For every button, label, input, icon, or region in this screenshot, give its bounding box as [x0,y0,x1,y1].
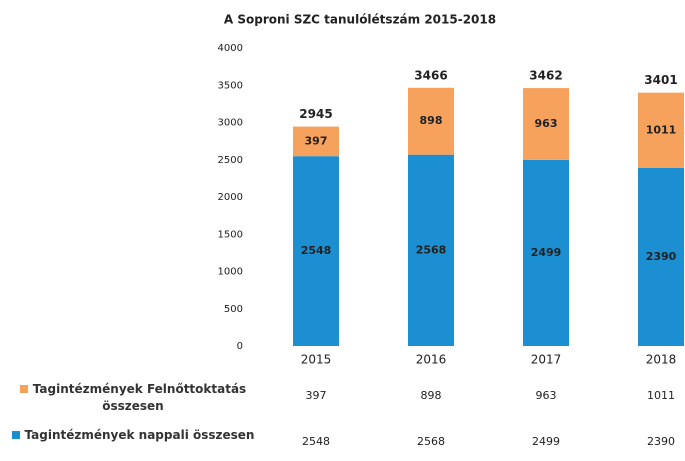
total-label: 3462 [529,69,562,83]
x-tick-label: 2015 [301,353,332,367]
data-label: 2568 [416,243,447,256]
data-label: 1011 [646,123,677,136]
y-tick-label: 0 [237,341,243,352]
table-value: 963 [536,389,557,402]
table-value: 2390 [647,435,675,448]
y-tick-label: 2000 [218,192,243,203]
bar-segment [293,156,339,346]
data-label: 397 [305,134,328,147]
legend-swatch [11,431,20,439]
data-label: 2499 [531,246,562,259]
data-label: 2390 [646,250,677,263]
legend-label: Tagintézmények nappali összesen [24,428,255,442]
bar-segment [638,92,684,168]
x-tick-label: 2018 [646,353,677,367]
y-tick-label: 1000 [218,267,243,278]
table-value: 898 [421,389,442,402]
legend-swatch [19,385,28,393]
bar-segment [408,87,454,155]
table-value: 2568 [417,435,445,448]
table-value: 397 [306,389,327,402]
table-value: 1011 [647,389,675,402]
y-tick-label: 500 [224,304,243,315]
legend-label: Tagintézmények Felnőttoktatás összesen [32,382,247,413]
legend-entry: Tagintézmények nappali összesen [8,427,258,444]
bar-segment [408,154,454,346]
data-label: 898 [420,114,443,127]
y-tick-label: 4000 [218,43,243,54]
total-label: 3466 [414,68,447,82]
bar-segment [638,167,684,346]
bar-segment [523,159,569,346]
bar-segment [293,126,339,157]
y-tick-label: 3500 [218,80,243,91]
y-tick-label: 2500 [218,155,243,166]
data-label: 2548 [301,244,332,257]
table-value: 2548 [302,435,330,448]
y-tick-label: 3000 [218,118,243,129]
table-value: 2499 [532,435,560,448]
y-tick-label: 1500 [218,229,243,240]
data-label: 963 [535,117,558,130]
total-label: 3401 [644,73,677,87]
total-label: 2945 [299,107,332,121]
x-tick-label: 2016 [416,353,447,367]
x-tick-label: 2017 [531,353,562,367]
chart-title: A Soproni SZC tanulólétszám 2015-2018 [224,13,496,27]
bar-segment [523,88,569,160]
legend-entry: Tagintézmények Felnőttoktatás összesen [8,381,258,415]
